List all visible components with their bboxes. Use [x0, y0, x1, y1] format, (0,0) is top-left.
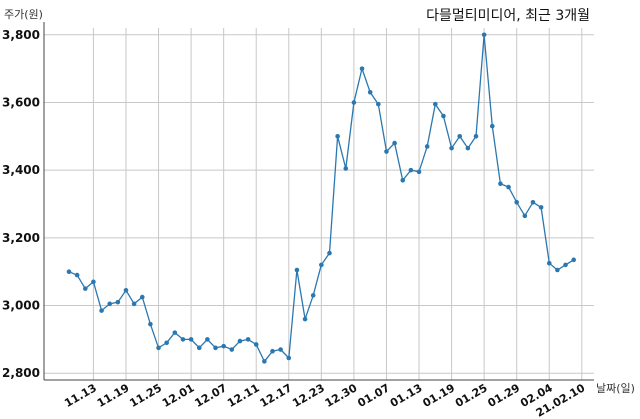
data-point [74, 272, 80, 278]
data-point [481, 32, 487, 38]
data-point [392, 140, 397, 146]
data-point [376, 101, 381, 107]
data-point [172, 330, 178, 335]
x-tick-labels: 11.1311.1911.2512.0112.0712.1112.1712.23… [62, 381, 587, 419]
y-tick-label: 2,800 [2, 366, 40, 380]
data-point [107, 301, 112, 307]
data-point [522, 213, 528, 219]
data-point [473, 134, 479, 139]
data-point [221, 343, 226, 349]
data-point [188, 337, 194, 342]
data-point [262, 359, 267, 364]
data-point [424, 144, 430, 149]
data-point [229, 347, 235, 352]
data-point [278, 347, 283, 352]
data-point [457, 134, 463, 139]
axes [43, 22, 594, 381]
y-tick-labels: 2,800 3,000 3,200 3,400 3,600 3,800 [2, 28, 40, 380]
y-tick-label: 3,200 [2, 231, 40, 245]
x-tick-label: 12.11 [225, 381, 262, 410]
data-point [164, 340, 169, 346]
data-point [343, 166, 349, 171]
data-point [237, 338, 243, 344]
x-tick-label: 12.23 [290, 381, 327, 410]
data-point [465, 145, 471, 151]
data-point [180, 337, 186, 342]
data-point [571, 257, 576, 263]
data-point [449, 145, 454, 151]
data-point [489, 123, 495, 129]
x-tick-label: 11.25 [127, 381, 164, 410]
data-point [139, 294, 145, 300]
x-tick-label: 12.07 [193, 381, 230, 410]
grid [44, 28, 594, 380]
data-point [196, 345, 202, 351]
data-point [253, 342, 259, 347]
x-tick-label: 01.19 [420, 381, 457, 410]
x-axis-label: 날짜(일) [596, 381, 635, 395]
x-tick-label: 01.13 [388, 381, 425, 410]
chart-title: 다믈멀티미디어, 최근 3개월 [426, 8, 590, 24]
data-point [546, 260, 552, 266]
data-point [319, 262, 324, 268]
data-point [131, 301, 137, 307]
data-point [205, 337, 210, 342]
x-tick-label: 01.29 [486, 381, 523, 410]
data-point [416, 169, 422, 175]
data-point [99, 308, 104, 313]
data-point [148, 321, 153, 327]
y-tick-label: 3,800 [2, 28, 40, 42]
data-point [245, 337, 251, 342]
data-point [530, 200, 536, 205]
x-tick-label: 12.30 [323, 381, 360, 410]
data-point [213, 345, 218, 351]
data-point [359, 66, 365, 71]
data-point [408, 167, 414, 173]
x-tick-label: 11.19 [95, 381, 132, 410]
data-point [384, 149, 389, 154]
data-point [66, 269, 72, 274]
data-point [563, 262, 568, 268]
data-point [555, 267, 560, 273]
data-point [498, 181, 503, 186]
data-point [441, 113, 446, 119]
x-tick-label: 01.25 [453, 381, 490, 410]
data-point [156, 345, 161, 351]
data-point [335, 134, 340, 139]
data-point [327, 250, 332, 256]
y-tick-label: 3,000 [2, 299, 40, 313]
data-point [123, 288, 129, 293]
x-tick-label: 12.17 [258, 381, 295, 410]
data-point [514, 200, 519, 205]
y-tick-label: 3,600 [2, 95, 40, 109]
data-point [115, 299, 121, 305]
data-point [433, 101, 438, 107]
data-point [270, 348, 275, 354]
data-point [302, 316, 308, 322]
y-tick-label: 3,400 [2, 163, 40, 177]
data-point [310, 293, 316, 298]
data-point [91, 279, 96, 285]
x-tick-label: 11.13 [62, 381, 99, 410]
x-tick-label: 01.07 [355, 381, 392, 410]
price-series [66, 32, 576, 364]
x-tick-label: 12.01 [160, 381, 197, 410]
data-point [400, 178, 406, 183]
data-point [294, 267, 300, 273]
data-point [538, 205, 544, 210]
y-axis-label: 주가(원) [4, 8, 43, 21]
data-point [82, 286, 88, 291]
data-point [286, 355, 292, 361]
data-point [351, 100, 357, 105]
data-point [367, 90, 373, 95]
data-point [506, 184, 511, 190]
